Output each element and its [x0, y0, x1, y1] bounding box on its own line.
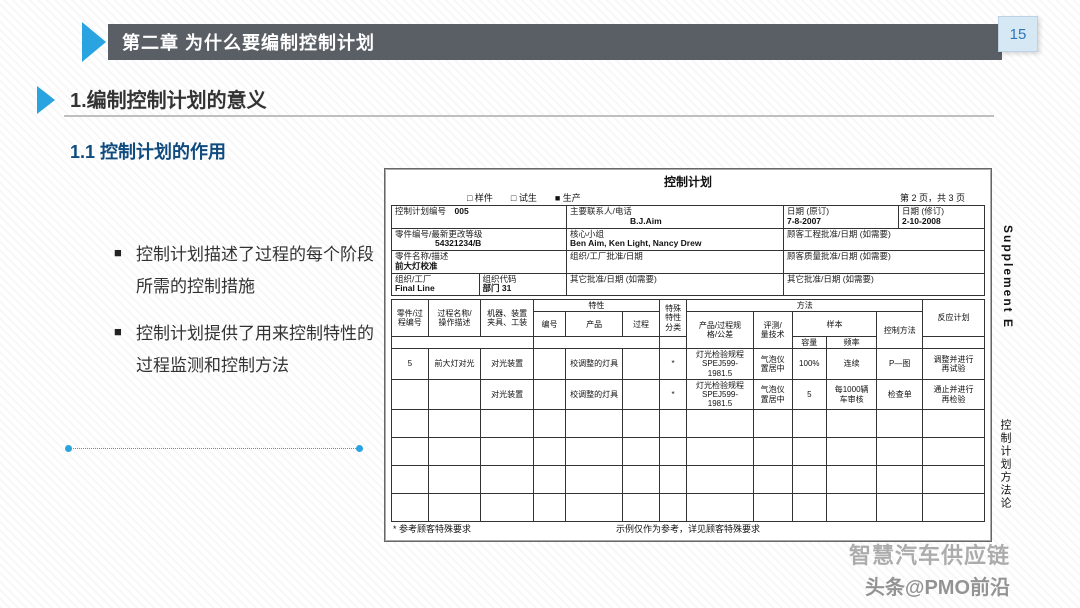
col-header: 过程名称/操作描述 [428, 300, 481, 337]
value: 005 [455, 206, 469, 216]
label: 日期 (原订) [787, 206, 829, 216]
col-header: 机器、装置夹具、工装 [481, 300, 534, 337]
phase-checkboxes: □ 样件 □ 试生 ■ 生产 [467, 191, 581, 204]
value: 7-8-2007 [787, 216, 821, 226]
list-item: 控制计划提供了用来控制特性的过程监测和控制方法 [136, 318, 386, 383]
side-label-en: Supplement E [1001, 225, 1015, 329]
col-header: 特殊特性分类 [659, 300, 686, 337]
label: 零件名称/描述 [395, 251, 448, 261]
value: Final Line [395, 283, 435, 293]
col-header: 样本 [792, 312, 877, 337]
col-header: 产品 [565, 312, 622, 337]
col-header: 过程 [623, 312, 660, 337]
col-header: 特性 [533, 300, 659, 312]
list-item: 控制计划描述了过程的每个阶段所需的控制措施 [136, 239, 386, 304]
section-title: 1.编制控制计划的意义 [70, 84, 267, 113]
col-header: 编号 [533, 312, 565, 337]
label: 零件编号/最新更改等级 [395, 229, 482, 239]
form-header-table: 控制计划编号 005 主要联系人/电话B.J.Aim 日期 (原订)7-8-20… [391, 205, 985, 296]
label: 顾客工程批准/日期 (如需要) [787, 229, 891, 239]
form-page-indicator: 第 2 页，共 3 页 [900, 191, 965, 204]
value: 前大灯校准 [395, 261, 438, 271]
label: 其它批准/日期 (如需要) [570, 274, 657, 284]
control-plan-form: 控制计划 □ 样件 □ 试生 ■ 生产 第 2 页，共 3 页 Suppleme… [384, 168, 992, 542]
col-header: 反应计划 [923, 300, 985, 337]
col-header: 评测/量技术 [753, 312, 792, 349]
table-row: 对光装置 校调整的灯具 *灯光检验规程SPEJ599-1981.5气泡仪置居中 … [392, 379, 985, 410]
watermark-author: 头条@PMO前沿 [865, 571, 1010, 600]
col-header: 频率 [826, 337, 876, 349]
control-plan-grid: 零件/过程编号 过程名称/操作描述 机器、装置夹具、工装 特性 特殊特性分类 方… [391, 299, 985, 522]
footnote-center: 示例仅作为参考，详见顾客特殊要求 [385, 522, 991, 535]
watermark-source: 智慧汽车供应链 [849, 538, 1010, 570]
value: 54321234/B [395, 238, 481, 248]
label: 控制计划编号 [395, 206, 446, 216]
value: 2-10-2008 [902, 216, 941, 226]
bullet-list: 控制计划描述了过程的每个阶段所需的控制措施 控制计划提供了用来控制特性的过程监测… [96, 239, 386, 396]
label: 核心小组 [570, 229, 604, 239]
subsection-title: 1.1 控制计划的作用 [70, 138, 226, 164]
table-row [392, 410, 985, 438]
side-label-cn: 控制计划方法论 [997, 419, 1013, 510]
section-arrow-icon [37, 86, 55, 114]
label: 顾客质量批准/日期 (如需要) [787, 251, 891, 261]
label: 其它批准/日期 (如需要) [787, 274, 874, 284]
value: 部门 31 [483, 283, 512, 293]
chapter-arrow-icon [82, 22, 106, 62]
col-header: 产品/过程规格/公差 [687, 312, 753, 349]
table-row [392, 438, 985, 466]
col-header: 方法 [687, 300, 923, 312]
section-underline [64, 115, 994, 117]
value: Ben Aim, Ken Light, Nancy Drew [570, 238, 701, 248]
table-row: 5前大灯对光对光装置 校调整的灯具 *灯光检验规程SPEJ599-1981.5气… [392, 349, 985, 380]
col-header: 容量 [792, 337, 826, 349]
dotted-divider [68, 448, 360, 449]
chapter-title: 第二章 为什么要编制控制计划 [108, 24, 1002, 60]
col-header: 零件/过程编号 [392, 300, 429, 337]
form-title: 控制计划 [385, 173, 991, 190]
value: B.J.Aim [570, 216, 662, 226]
label: 组织代码 [483, 274, 517, 284]
label: 组织/工厂批准/日期 [570, 251, 643, 261]
label: 主要联系人/电话 [570, 206, 632, 216]
table-row [392, 494, 985, 522]
table-row [392, 466, 985, 494]
col-header: 控制方法 [877, 312, 923, 349]
label: 组织/工厂 [395, 274, 431, 284]
label: 日期 (修订) [902, 206, 944, 216]
page-number-badge: 15 [998, 16, 1038, 52]
